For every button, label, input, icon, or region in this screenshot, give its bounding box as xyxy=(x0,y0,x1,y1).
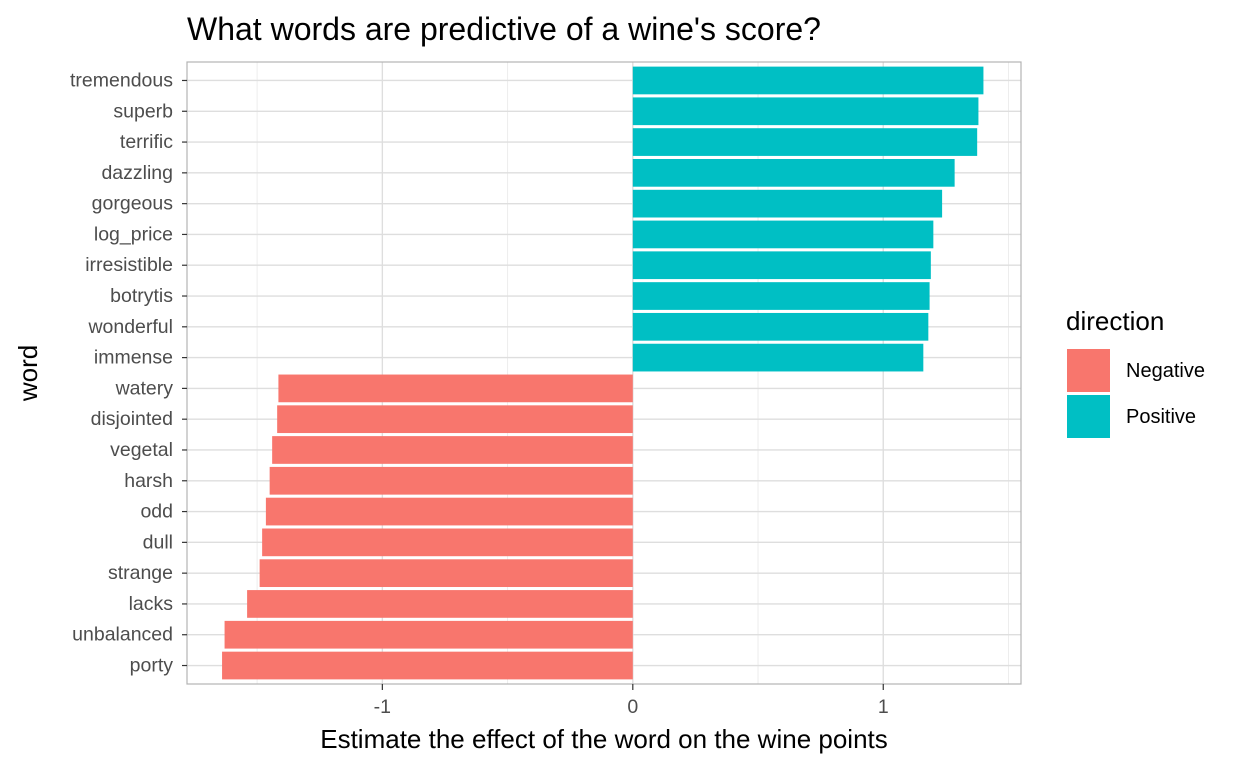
bar-botrytis xyxy=(632,282,930,310)
y-tick-label-tremendous: tremendous xyxy=(70,69,173,91)
bars xyxy=(222,66,984,680)
x-tick-label: 1 xyxy=(878,696,889,718)
y-tick-label-wonderful: wonderful xyxy=(87,316,173,338)
y-tick-label-dull: dull xyxy=(143,531,173,553)
bar-gorgeous xyxy=(632,189,943,218)
y-tick-label-vegetal: vegetal xyxy=(110,439,173,461)
y-tick-label-irresistible: irresistible xyxy=(85,254,173,276)
bar-watery xyxy=(278,374,633,403)
y-tick-label-immense: immense xyxy=(94,347,173,369)
x-axis-title: Estimate the effect of the word on the w… xyxy=(320,724,888,754)
x-axis-ticks: -1 0 1 xyxy=(374,684,889,718)
bar-irresistible xyxy=(632,251,931,280)
y-tick-label-strange: strange xyxy=(108,562,173,584)
legend-label-positive: Positive xyxy=(1126,406,1196,428)
bar-disjointed xyxy=(277,405,633,434)
y-tick-label-terrific: terrific xyxy=(120,131,173,153)
bar-tremendous xyxy=(632,66,984,95)
y-tick-label-gorgeous: gorgeous xyxy=(92,193,174,215)
chart-title: What words are predictive of a wine's sc… xyxy=(187,11,821,47)
y-axis-ticks: tremendous superb terrific dazzling gorgeous… xyxy=(70,69,187,677)
y-tick-label-disjointed: disjointed xyxy=(91,408,173,430)
legend-label-negative: Negative xyxy=(1126,360,1205,382)
y-tick-label-porty: porty xyxy=(130,655,174,677)
plot-panel xyxy=(186,61,1022,685)
y-tick-label-watery: watery xyxy=(115,377,174,399)
y-tick-label-odd: odd xyxy=(140,501,173,523)
legend: direction Negative Positive xyxy=(1066,306,1205,438)
bar-vegetal xyxy=(272,436,633,464)
legend-items: Negative Positive xyxy=(1067,349,1205,438)
bar-harsh xyxy=(269,466,633,495)
bar-terrific xyxy=(632,128,978,156)
bar-immense xyxy=(632,343,924,372)
x-tick-label: -1 xyxy=(374,696,391,718)
y-tick-label-log_price: log_price xyxy=(94,223,173,245)
bar-odd xyxy=(265,497,633,526)
y-tick-label-botrytis: botrytis xyxy=(110,285,173,307)
bar-lacks xyxy=(247,590,633,618)
y-tick-label-dazzling: dazzling xyxy=(101,162,173,184)
panel-border xyxy=(186,61,1022,685)
bar-unbalanced xyxy=(224,620,633,649)
legend-title: direction xyxy=(1066,306,1164,336)
bar-wonderful xyxy=(632,312,929,341)
bar-dazzling xyxy=(632,158,955,187)
y-tick-label-harsh: harsh xyxy=(124,470,173,492)
bar-log_price xyxy=(632,220,934,249)
y-tick-label-unbalanced: unbalanced xyxy=(72,624,173,646)
bar-dull xyxy=(262,528,633,557)
legend-swatch-positive xyxy=(1067,395,1110,438)
bar-superb xyxy=(632,97,979,126)
y-tick-label-superb: superb xyxy=(113,100,173,122)
y-axis-title: word xyxy=(13,345,43,402)
x-tick-label: 0 xyxy=(627,696,638,718)
bar-porty xyxy=(222,651,633,680)
bar-strange xyxy=(259,559,633,588)
y-tick-label-lacks: lacks xyxy=(129,593,174,615)
legend-swatch-negative xyxy=(1067,349,1110,392)
